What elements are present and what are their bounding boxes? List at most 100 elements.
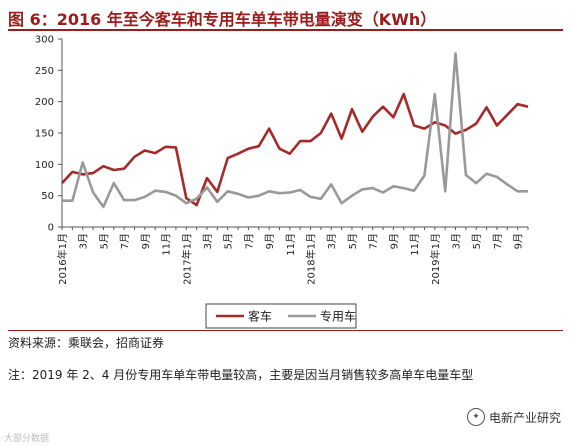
data-point xyxy=(485,173,487,175)
data-point xyxy=(465,129,467,131)
title-divider xyxy=(8,29,563,31)
data-point xyxy=(289,191,291,193)
data-point xyxy=(403,93,405,95)
data-point xyxy=(237,152,239,154)
data-point xyxy=(195,198,197,200)
data-point xyxy=(299,140,301,142)
data-point xyxy=(247,147,249,149)
data-point xyxy=(175,146,177,148)
data-point xyxy=(133,156,135,158)
data-point xyxy=(289,152,291,154)
data-point xyxy=(133,199,135,201)
data-point xyxy=(465,174,467,176)
watermark-brand-text: 电新产业研究 xyxy=(488,410,561,425)
y-tick-label: 100 xyxy=(35,160,54,171)
x-tick-label: 7月 xyxy=(368,233,380,249)
data-point xyxy=(361,131,363,133)
x-tick-label: 11月 xyxy=(285,233,297,256)
data-point xyxy=(226,157,228,159)
data-point xyxy=(361,188,363,190)
data-point xyxy=(330,112,332,114)
data-point xyxy=(392,185,394,187)
data-point xyxy=(506,183,508,185)
data-point xyxy=(351,108,353,110)
data-point xyxy=(320,198,322,200)
series-line-bus xyxy=(61,92,529,207)
legend-label: 专用车 xyxy=(320,309,356,324)
data-point xyxy=(185,202,187,204)
data-point xyxy=(320,132,322,134)
data-point xyxy=(413,124,415,126)
data-point xyxy=(123,199,125,201)
data-point xyxy=(309,140,311,142)
data-point xyxy=(123,168,125,170)
data-point xyxy=(392,116,394,118)
data-point xyxy=(475,122,477,124)
data-point xyxy=(371,187,373,189)
data-point xyxy=(382,191,384,193)
data-point xyxy=(382,105,384,107)
data-point xyxy=(71,171,73,173)
data-point xyxy=(164,146,166,148)
data-point xyxy=(237,193,239,195)
data-point xyxy=(216,191,218,193)
data-point xyxy=(278,147,280,149)
watermark-left: 大部分数据 xyxy=(4,434,50,444)
y-tick-label: 150 xyxy=(35,129,54,140)
data-point xyxy=(175,194,177,196)
legend-label: 客车 xyxy=(248,309,272,324)
data-point xyxy=(247,196,249,198)
x-tick-label: 5月 xyxy=(347,233,359,249)
data-point xyxy=(82,161,84,163)
data-point xyxy=(92,191,94,193)
figure-title: 图 6：2016 年至今客车和专用车单车带电量演变（KWh） xyxy=(8,10,437,29)
data-point xyxy=(278,192,280,194)
data-point xyxy=(268,127,270,129)
data-point xyxy=(475,182,477,184)
data-point xyxy=(506,114,508,116)
data-point xyxy=(496,124,498,126)
data-point xyxy=(454,132,456,134)
data-point xyxy=(516,103,518,105)
data-point xyxy=(154,189,156,191)
source-text: 资料来源：乘联会，招商证券 xyxy=(8,336,165,350)
data-point xyxy=(340,137,342,139)
y-tick-label: 200 xyxy=(35,97,54,108)
data-point xyxy=(434,121,436,123)
series-line-special-vehicle xyxy=(62,52,528,209)
wechat-icon: ✦ xyxy=(466,408,485,426)
data-point xyxy=(185,197,187,199)
data-point xyxy=(413,189,415,191)
data-point xyxy=(434,93,436,95)
data-point xyxy=(527,105,529,107)
data-point xyxy=(61,182,63,184)
data-point xyxy=(309,196,311,198)
x-tick-label: 3月 xyxy=(326,233,338,249)
x-tick-label: 5月 xyxy=(471,233,483,249)
data-point xyxy=(144,196,146,198)
data-point xyxy=(299,189,301,191)
data-point xyxy=(92,172,94,174)
data-point xyxy=(258,145,260,147)
data-point xyxy=(113,182,115,184)
watermark-brand: ✦ 电新产业研究 xyxy=(466,408,561,426)
x-tick-label: 5月 xyxy=(98,233,110,249)
data-point xyxy=(423,174,425,176)
x-tick-label: 2018年1月 xyxy=(305,233,318,285)
x-tick-label: 3月 xyxy=(78,233,90,249)
data-point xyxy=(403,187,405,189)
data-point xyxy=(71,199,73,201)
x-tick-label: 9月 xyxy=(264,233,276,249)
data-point xyxy=(144,149,146,151)
data-point xyxy=(216,201,218,203)
y-tick-label: 300 xyxy=(35,35,54,46)
plot-area: 0 50 100 150 200 250 300 2016年1月 3月 5月 7月 9月 11月 2017… xyxy=(35,35,529,329)
data-point xyxy=(258,194,260,196)
x-tick-label: 11月 xyxy=(409,233,421,256)
y-tick-label: 50 xyxy=(41,191,54,202)
data-point xyxy=(268,190,270,192)
x-tick-label: 5月 xyxy=(223,233,235,249)
data-point xyxy=(226,190,228,192)
data-point xyxy=(516,190,518,192)
y-tick-label: 0 xyxy=(48,223,54,234)
